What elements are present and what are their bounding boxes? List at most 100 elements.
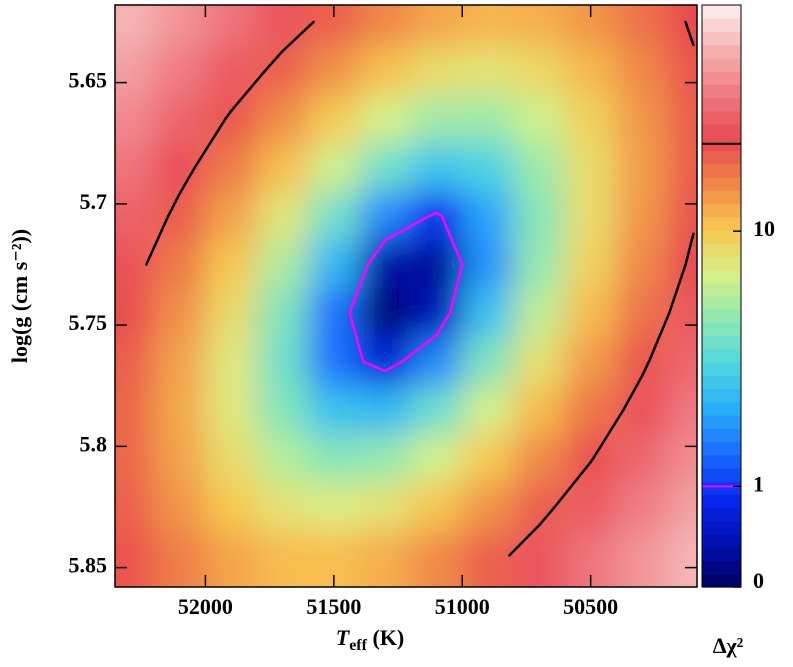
heat-cell	[513, 143, 566, 193]
heat-cell	[462, 531, 515, 587]
heat-cell	[410, 385, 463, 435]
heat-cell	[616, 143, 669, 193]
heat-cell	[205, 482, 258, 532]
colorbar-band	[702, 97, 741, 112]
contour-segment	[647, 311, 671, 363]
heat-cell	[616, 94, 669, 144]
heat-cell	[462, 385, 515, 435]
heat-cell	[256, 288, 309, 338]
x-tick-label: 50500	[563, 594, 618, 619]
heat-cell	[308, 46, 361, 96]
colorbar-band	[702, 216, 741, 231]
heat-cell	[154, 191, 206, 241]
colorbar-band	[702, 573, 741, 588]
heat-cell	[564, 94, 617, 144]
heat-cell	[410, 5, 463, 47]
heat-cell	[410, 337, 463, 387]
colorbar-band	[702, 322, 741, 337]
plot-frame	[114, 4, 698, 588]
heat-cell	[462, 191, 515, 241]
heat-cell	[308, 191, 361, 241]
heat-cell	[462, 46, 515, 96]
heat-cell	[359, 94, 412, 144]
heat-cell	[462, 94, 515, 144]
x-label-symbol: T	[336, 625, 351, 650]
colorbar-band	[702, 203, 741, 218]
colorbar-band	[702, 507, 741, 522]
colorbar-band	[702, 520, 741, 535]
x-label-unit: (K)	[367, 625, 404, 650]
heat-cell	[205, 288, 258, 338]
colorbar-band	[702, 348, 741, 363]
colorbar-band	[702, 481, 741, 496]
contour-segment	[640, 360, 651, 378]
heat-cell	[359, 46, 412, 96]
colorbar-band	[702, 375, 741, 390]
colorbar-label: Δχ²	[713, 633, 744, 658]
heat-cell	[115, 5, 155, 47]
heat-cell	[667, 385, 697, 435]
heat-cell	[205, 385, 258, 435]
heat-cell	[308, 94, 361, 144]
contour-segment	[589, 457, 595, 464]
heat-cell	[616, 385, 669, 435]
contour-segment	[668, 263, 687, 315]
heat-cell	[256, 240, 309, 290]
contour-segment	[383, 214, 431, 242]
heat-cell	[256, 337, 309, 387]
heat-cell	[154, 288, 206, 338]
colorbar-band	[702, 296, 741, 310]
heat-cell	[564, 482, 617, 532]
contour-segment	[193, 117, 227, 169]
heat-cell	[667, 94, 697, 144]
heat-cell	[154, 46, 206, 96]
heat-cell	[308, 482, 361, 532]
contour-segment	[591, 408, 625, 460]
heat-cell	[308, 143, 361, 193]
heat-cell	[308, 337, 361, 387]
heat-cell	[564, 434, 617, 484]
heat-cell	[667, 143, 697, 193]
colorbar: 0 1 10	[701, 4, 775, 593]
heat-cell	[359, 288, 412, 338]
contour-segment	[361, 360, 387, 373]
heat-cell	[205, 434, 258, 484]
heat-cell	[410, 143, 463, 193]
contour-segment	[383, 360, 404, 373]
heat-cell	[359, 482, 412, 532]
heat-cell	[359, 385, 412, 435]
heat-cell	[154, 337, 206, 387]
colorbar-band	[702, 190, 741, 205]
x-tick-label: 51000	[435, 594, 490, 619]
heat-cell	[205, 337, 258, 387]
heat-cell	[410, 46, 463, 96]
heat-cell	[667, 46, 697, 96]
heat-cell	[308, 240, 361, 290]
heat-cell	[462, 337, 515, 387]
colorbar-frame	[701, 4, 742, 588]
heat-cell	[359, 5, 412, 47]
heat-cell	[513, 191, 566, 241]
y-axis-label: log(g (cm s⁻²))	[7, 229, 32, 363]
colorbar-band	[702, 560, 741, 575]
heat-cell	[564, 240, 617, 290]
x-label-subscript: eff	[349, 637, 367, 654]
heat-cell	[462, 143, 515, 193]
heat-cell	[205, 5, 258, 47]
x-axis-label: Teff (K)	[336, 625, 404, 654]
contour-segment	[348, 263, 370, 315]
heat-cell	[513, 385, 566, 435]
colorbar-band	[702, 494, 741, 509]
heat-cell	[410, 531, 463, 587]
contour-segment	[224, 109, 233, 121]
heat-cell	[410, 191, 463, 241]
heat-cell	[115, 46, 155, 96]
y-tick-label: 5.85	[69, 553, 108, 578]
colorbar-band	[702, 18, 741, 33]
heat-cell	[616, 191, 669, 241]
heat-cell	[513, 5, 566, 47]
heatmap	[115, 5, 697, 587]
heat-cell	[154, 385, 206, 435]
contour-segment	[178, 166, 197, 195]
